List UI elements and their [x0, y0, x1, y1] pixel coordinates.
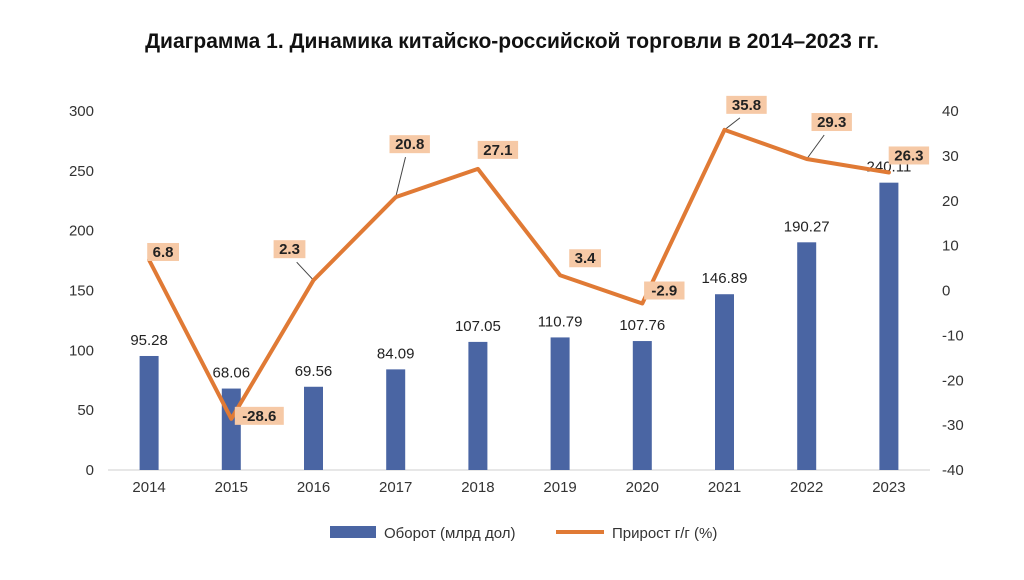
point-label-bg: [389, 135, 430, 154]
y-right-tick-label: 0: [942, 283, 950, 300]
bar: [632, 341, 652, 470]
bar: [797, 242, 817, 470]
bar-value-label: 95.28: [130, 332, 168, 349]
bar-series: 95.28 68.06 69.56 84.09 107.05 110.79 107.76 14…: [130, 159, 911, 470]
leader-line: [806, 134, 825, 160]
point-label-bg: [147, 242, 179, 261]
line-series: 6.8 -28.6 2.3 20.8 27.1 3.4 -2.9 35.8 29.3 26.3: [147, 95, 930, 425]
x-tick-label: 2018: [461, 479, 494, 496]
growth-line: [147, 127, 891, 421]
x-tick-label: 2021: [708, 479, 741, 496]
legend-label-line: Прирост г/г (%): [612, 525, 717, 542]
point-label-bg: [888, 146, 930, 165]
leader-line: [296, 261, 314, 281]
bar: [715, 294, 734, 470]
bar-value-label: 69.56: [295, 363, 333, 380]
bar: [221, 388, 241, 470]
y-left-tick-label: 200: [69, 223, 94, 240]
leader-line: [395, 157, 406, 198]
point-label-bg: [273, 240, 306, 259]
point-label-bg: [644, 281, 685, 300]
y-right-tick-label: -30: [942, 417, 964, 434]
y-right-tick-label: -20: [942, 372, 964, 389]
y-right-tick-label: 40: [942, 103, 959, 120]
y-left-tick-label: 250: [69, 163, 94, 180]
bar-value-label: 110.79: [538, 313, 583, 330]
point-value-label: 27.1: [483, 142, 512, 159]
leader-line: [724, 117, 741, 131]
y-right-tick-label: -40: [942, 462, 964, 479]
chart-title: Диаграмма 1. Динамика китайско-российско…: [145, 30, 879, 53]
point-value-label: 2.3: [279, 241, 300, 258]
point-value-label: -2.9: [651, 283, 677, 300]
x-tick-label: 2016: [297, 479, 330, 496]
y-left-tick-label: 300: [69, 103, 94, 120]
point-label-bg: [569, 249, 601, 268]
point-value-label: 6.8: [153, 244, 174, 261]
y-axis-left: 0 50 100 150 200 250 300: [69, 103, 94, 479]
bar-value-label: 146.89: [702, 270, 748, 287]
bar: [304, 386, 323, 470]
point-value-label: 3.4: [575, 250, 597, 267]
y-left-tick-label: 100: [69, 342, 94, 359]
bar-value-label: 107.05: [455, 318, 501, 335]
bar: [879, 182, 899, 470]
point-label-bg: [477, 140, 519, 159]
y-right-tick-label: 10: [942, 238, 959, 255]
y-right-tick-label: 30: [942, 148, 959, 165]
bar-value-label: 190.27: [784, 218, 830, 235]
x-tick-label: 2020: [626, 479, 659, 496]
legend-label-bars: Оборот (млрд дол): [384, 525, 515, 542]
y-right-tick-label: 20: [942, 193, 959, 210]
point-label-bg: [811, 113, 852, 132]
y-left-tick-label: 150: [69, 283, 94, 300]
bar: [139, 355, 159, 470]
x-tick-label: 2017: [379, 479, 412, 496]
legend: Оборот (млрд дол) Прирост г/г (%): [330, 525, 717, 542]
bar: [386, 369, 406, 470]
point-value-label: 29.3: [817, 114, 846, 131]
bar: [550, 337, 570, 470]
y-left-tick-label: 0: [86, 462, 94, 479]
x-axis: 2014 2015 2016 2017 2018 2019 2020 2021 2022 2023: [108, 469, 930, 496]
point-value-label: 35.8: [732, 97, 761, 114]
bar-value-label: 68.06: [213, 365, 251, 382]
bar-value-label: 84.09: [377, 345, 415, 362]
x-tick-label: 2022: [790, 479, 823, 496]
x-tick-label: 2014: [132, 479, 165, 496]
x-tick-label: 2015: [215, 479, 248, 496]
bar-value-label: 107.76: [619, 317, 665, 334]
leader-lines: [296, 117, 825, 281]
y-left-tick-label: 50: [77, 402, 94, 419]
point-value-label: -28.6: [242, 408, 276, 425]
y-axis-right: -40 -30 -20 -10 0 10 20 30 40: [942, 103, 964, 479]
point-label-bg: [726, 95, 767, 114]
x-tick-label: 2019: [543, 479, 576, 496]
point-value-label: 26.3: [894, 147, 923, 164]
legend-swatch-bars: [330, 526, 376, 538]
x-tick-label: 2023: [872, 479, 905, 496]
y-right-tick-label: -10: [942, 327, 964, 344]
bar: [468, 341, 488, 470]
point-value-label: 20.8: [395, 136, 424, 153]
point-label-bg: [234, 406, 284, 425]
